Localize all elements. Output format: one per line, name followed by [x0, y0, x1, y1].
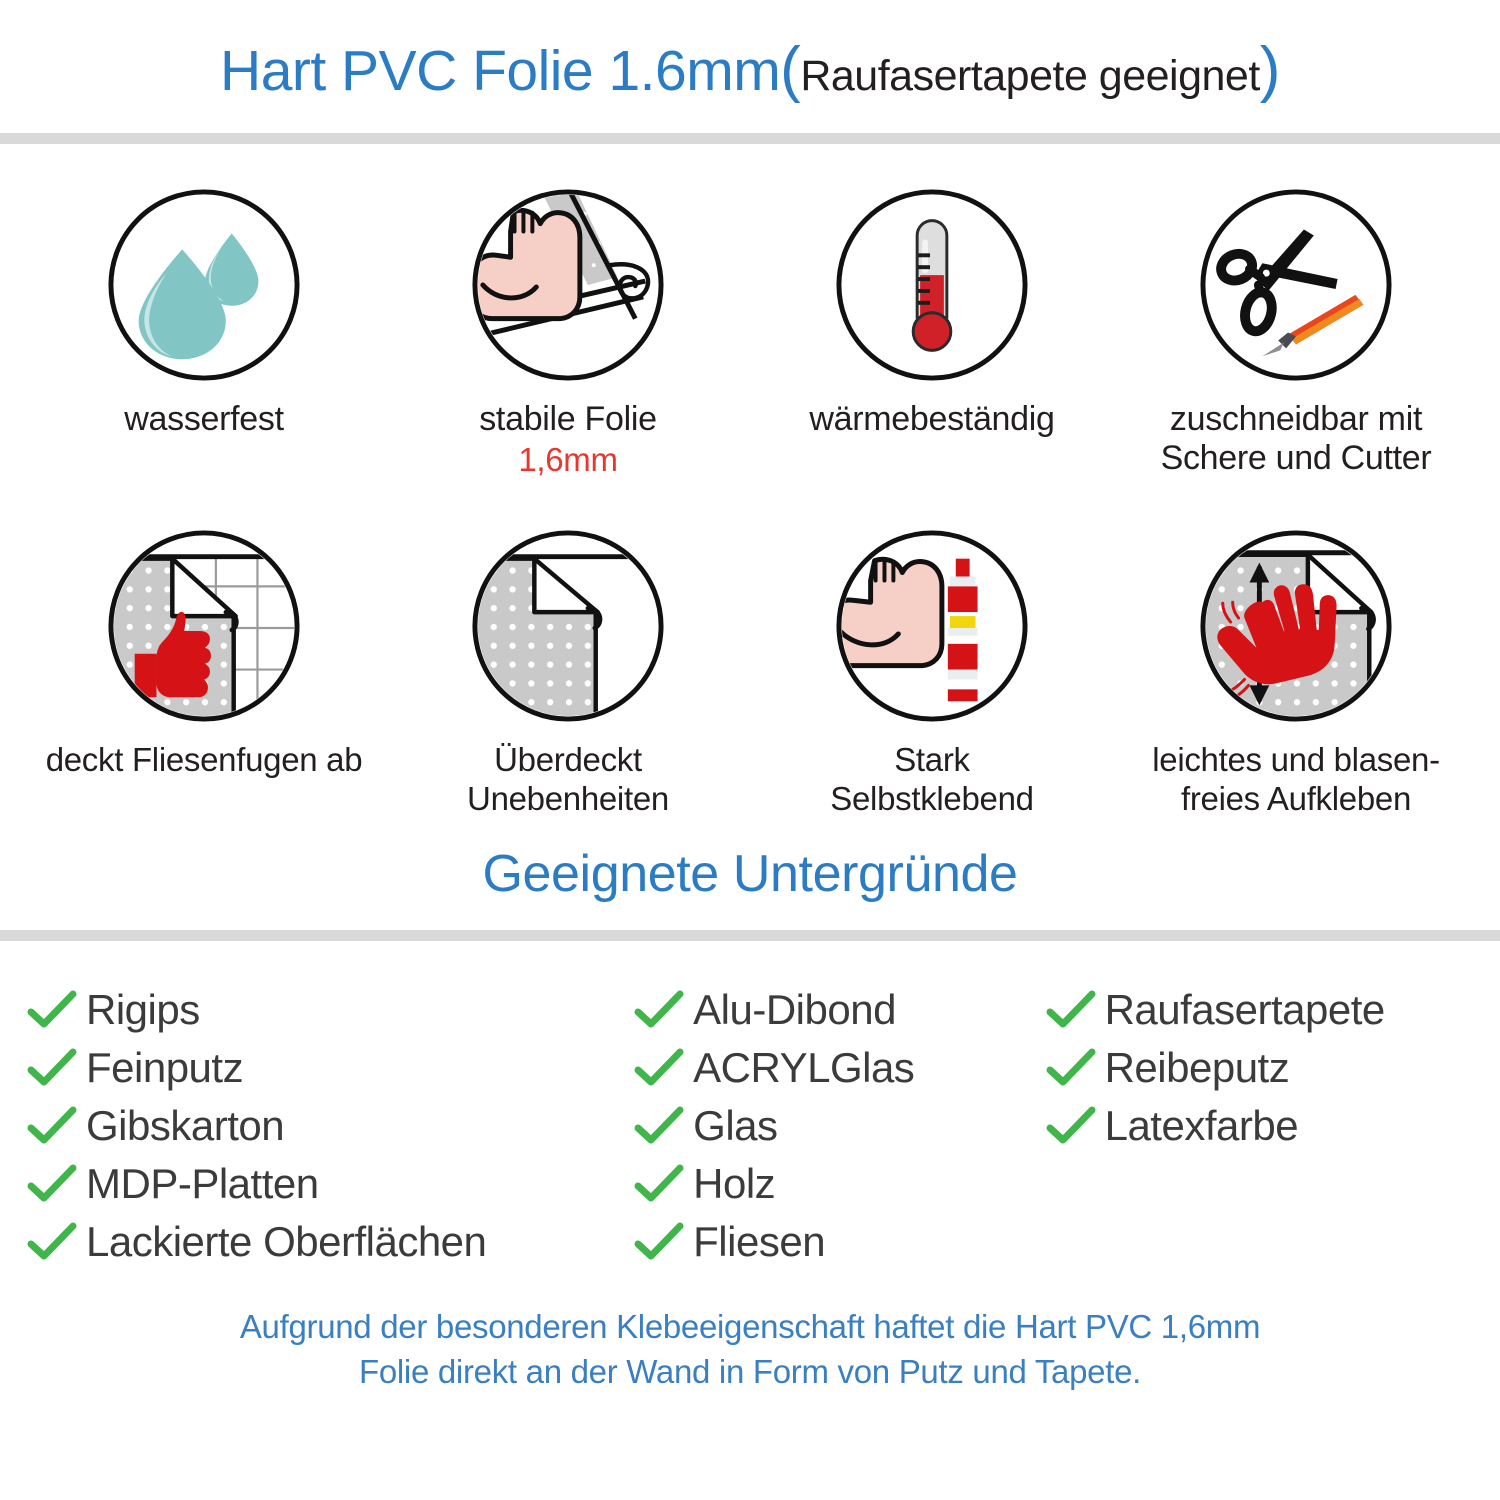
water-drops-icon [105, 186, 303, 384]
substrate-label: Fliesen [693, 1217, 826, 1265]
feature-zuschneidbar: zuschneidbar mit Schere und Cutter [1114, 186, 1478, 479]
feature-row-1: wasserfest [22, 186, 1478, 479]
feature-ueberdeckt: Überdeckt Unebenheiten [386, 527, 750, 818]
feature-row-2: deckt Fliesenfugen ab [22, 527, 1478, 818]
check-icon [633, 990, 685, 1030]
check-icon [1045, 1106, 1097, 1146]
substrate-label: Reibeputz [1104, 1043, 1290, 1091]
list-item: Fliesen [633, 1213, 1044, 1271]
check-icon [633, 1164, 685, 1204]
list-item: Lackierte Oberflächen [26, 1213, 633, 1271]
feature-waermebestaendig: wärmebeständig [750, 186, 1114, 479]
muscle-glue-icon [833, 527, 1031, 725]
check-icon [26, 1164, 78, 1204]
check-icon [633, 1048, 685, 1088]
substrate-label: Raufasertapete [1104, 985, 1386, 1033]
substrate-label: Gibskarton [86, 1101, 285, 1149]
footer-line-1: Aufgrund der besonderen Klebeeigenschaft… [239, 1307, 1261, 1345]
substrate-label: Lackierte Oberflächen [86, 1217, 487, 1265]
substrate-label: Rigips [86, 985, 200, 1033]
list-item: MDP-Platten [26, 1155, 633, 1213]
feature-caption: wärmebeständig [809, 400, 1055, 438]
thumbs-up-tile-icon [105, 527, 303, 725]
substrate-label: Feinputz [86, 1043, 244, 1091]
feature-stabile-folie: stabile Folie 1,6mm [386, 186, 750, 479]
title-paren-close: ) [1259, 35, 1281, 104]
title-bar: Hart PVC Folie 1.6mm(Raufasertapete geei… [0, 0, 1500, 133]
feature-aufkleben: leichtes und blasen- freies Aufkleben [1114, 527, 1478, 818]
list-item: Latexfarbe [1045, 1097, 1474, 1155]
substrate-column-2: Alu-Dibond ACRYLGlas Glas Holz Fliesen [633, 981, 1044, 1271]
features-section: wasserfest [0, 144, 1500, 818]
feature-thickness-label: 1,6mm [518, 441, 618, 479]
title-paren-open: ( [780, 35, 801, 104]
list-item: Raufasertapete [1045, 981, 1474, 1039]
footer-note: Aufgrund der besonderen Klebeeigenschaft… [0, 1305, 1500, 1395]
feature-caption: wasserfest [124, 400, 284, 438]
scissors-cutter-icon [1197, 186, 1395, 384]
list-item: Holz [633, 1155, 1044, 1213]
check-icon [1045, 990, 1097, 1030]
hand-smooth-icon [1197, 527, 1395, 725]
list-item: Rigips [26, 981, 633, 1039]
feature-fliesenfugen: deckt Fliesenfugen ab [22, 527, 386, 818]
page-title: Hart PVC Folie 1.6mm(Raufasertapete geei… [220, 34, 1280, 105]
divider-bottom [0, 929, 1500, 941]
check-icon [26, 1106, 78, 1146]
feature-caption: deckt Fliesenfugen ab [45, 741, 363, 779]
footer-line-2: Folie direkt an der Wand in Form von Put… [358, 1352, 1141, 1390]
feature-selbstklebend: Stark Selbstklebend [750, 527, 1114, 818]
substrate-label: MDP-Platten [86, 1159, 319, 1207]
title-main-text: Hart PVC Folie 1.6mm [220, 39, 781, 103]
substrate-label: Glas [693, 1101, 778, 1149]
substrate-label: Alu-Dibond [693, 985, 896, 1033]
check-icon [26, 1048, 78, 1088]
check-icon [1045, 1048, 1097, 1088]
substrate-column-1: Rigips Feinputz Gibskarton MDP-Platten L… [26, 981, 633, 1271]
list-item: Glas [633, 1097, 1044, 1155]
substrate-label: Holz [693, 1159, 776, 1207]
title-sub-text: Raufasertapete geeignet [800, 52, 1260, 100]
feature-caption: Stark Selbstklebend [830, 741, 1034, 817]
list-item: Gibskarton [26, 1097, 633, 1155]
check-icon [633, 1106, 685, 1146]
divider-top [0, 133, 1500, 144]
list-item: ACRYLGlas [633, 1039, 1044, 1097]
feature-caption: leichtes und blasen- freies Aufkleben [1152, 741, 1440, 817]
list-item: Reibeputz [1045, 1039, 1474, 1097]
substrate-label: Latexfarbe [1104, 1101, 1299, 1149]
section-title: Geeignete Untergründe [482, 844, 1018, 903]
list-item: Feinputz [26, 1039, 633, 1097]
check-icon [633, 1222, 685, 1262]
list-item: Alu-Dibond [633, 981, 1044, 1039]
check-icon [26, 1222, 78, 1262]
substrate-column-3: Raufasertapete Reibeputz Latexfarbe [1045, 981, 1474, 1271]
section-header-untergruende: Geeignete Untergründe [0, 818, 1500, 930]
substrate-label: ACRYLGlas [693, 1043, 915, 1091]
feature-wasserfest: wasserfest [22, 186, 386, 479]
feature-caption: zuschneidbar mit Schere und Cutter [1160, 400, 1432, 478]
thermometer-icon [833, 186, 1031, 384]
feature-caption: Überdeckt Unebenheiten [467, 741, 669, 817]
check-icon [26, 990, 78, 1030]
muscle-arm-film-icon [469, 186, 667, 384]
feature-caption: stabile Folie [479, 400, 657, 438]
substrate-lists: Rigips Feinputz Gibskarton MDP-Platten L… [0, 941, 1500, 1271]
peeling-film-icon [469, 527, 667, 725]
